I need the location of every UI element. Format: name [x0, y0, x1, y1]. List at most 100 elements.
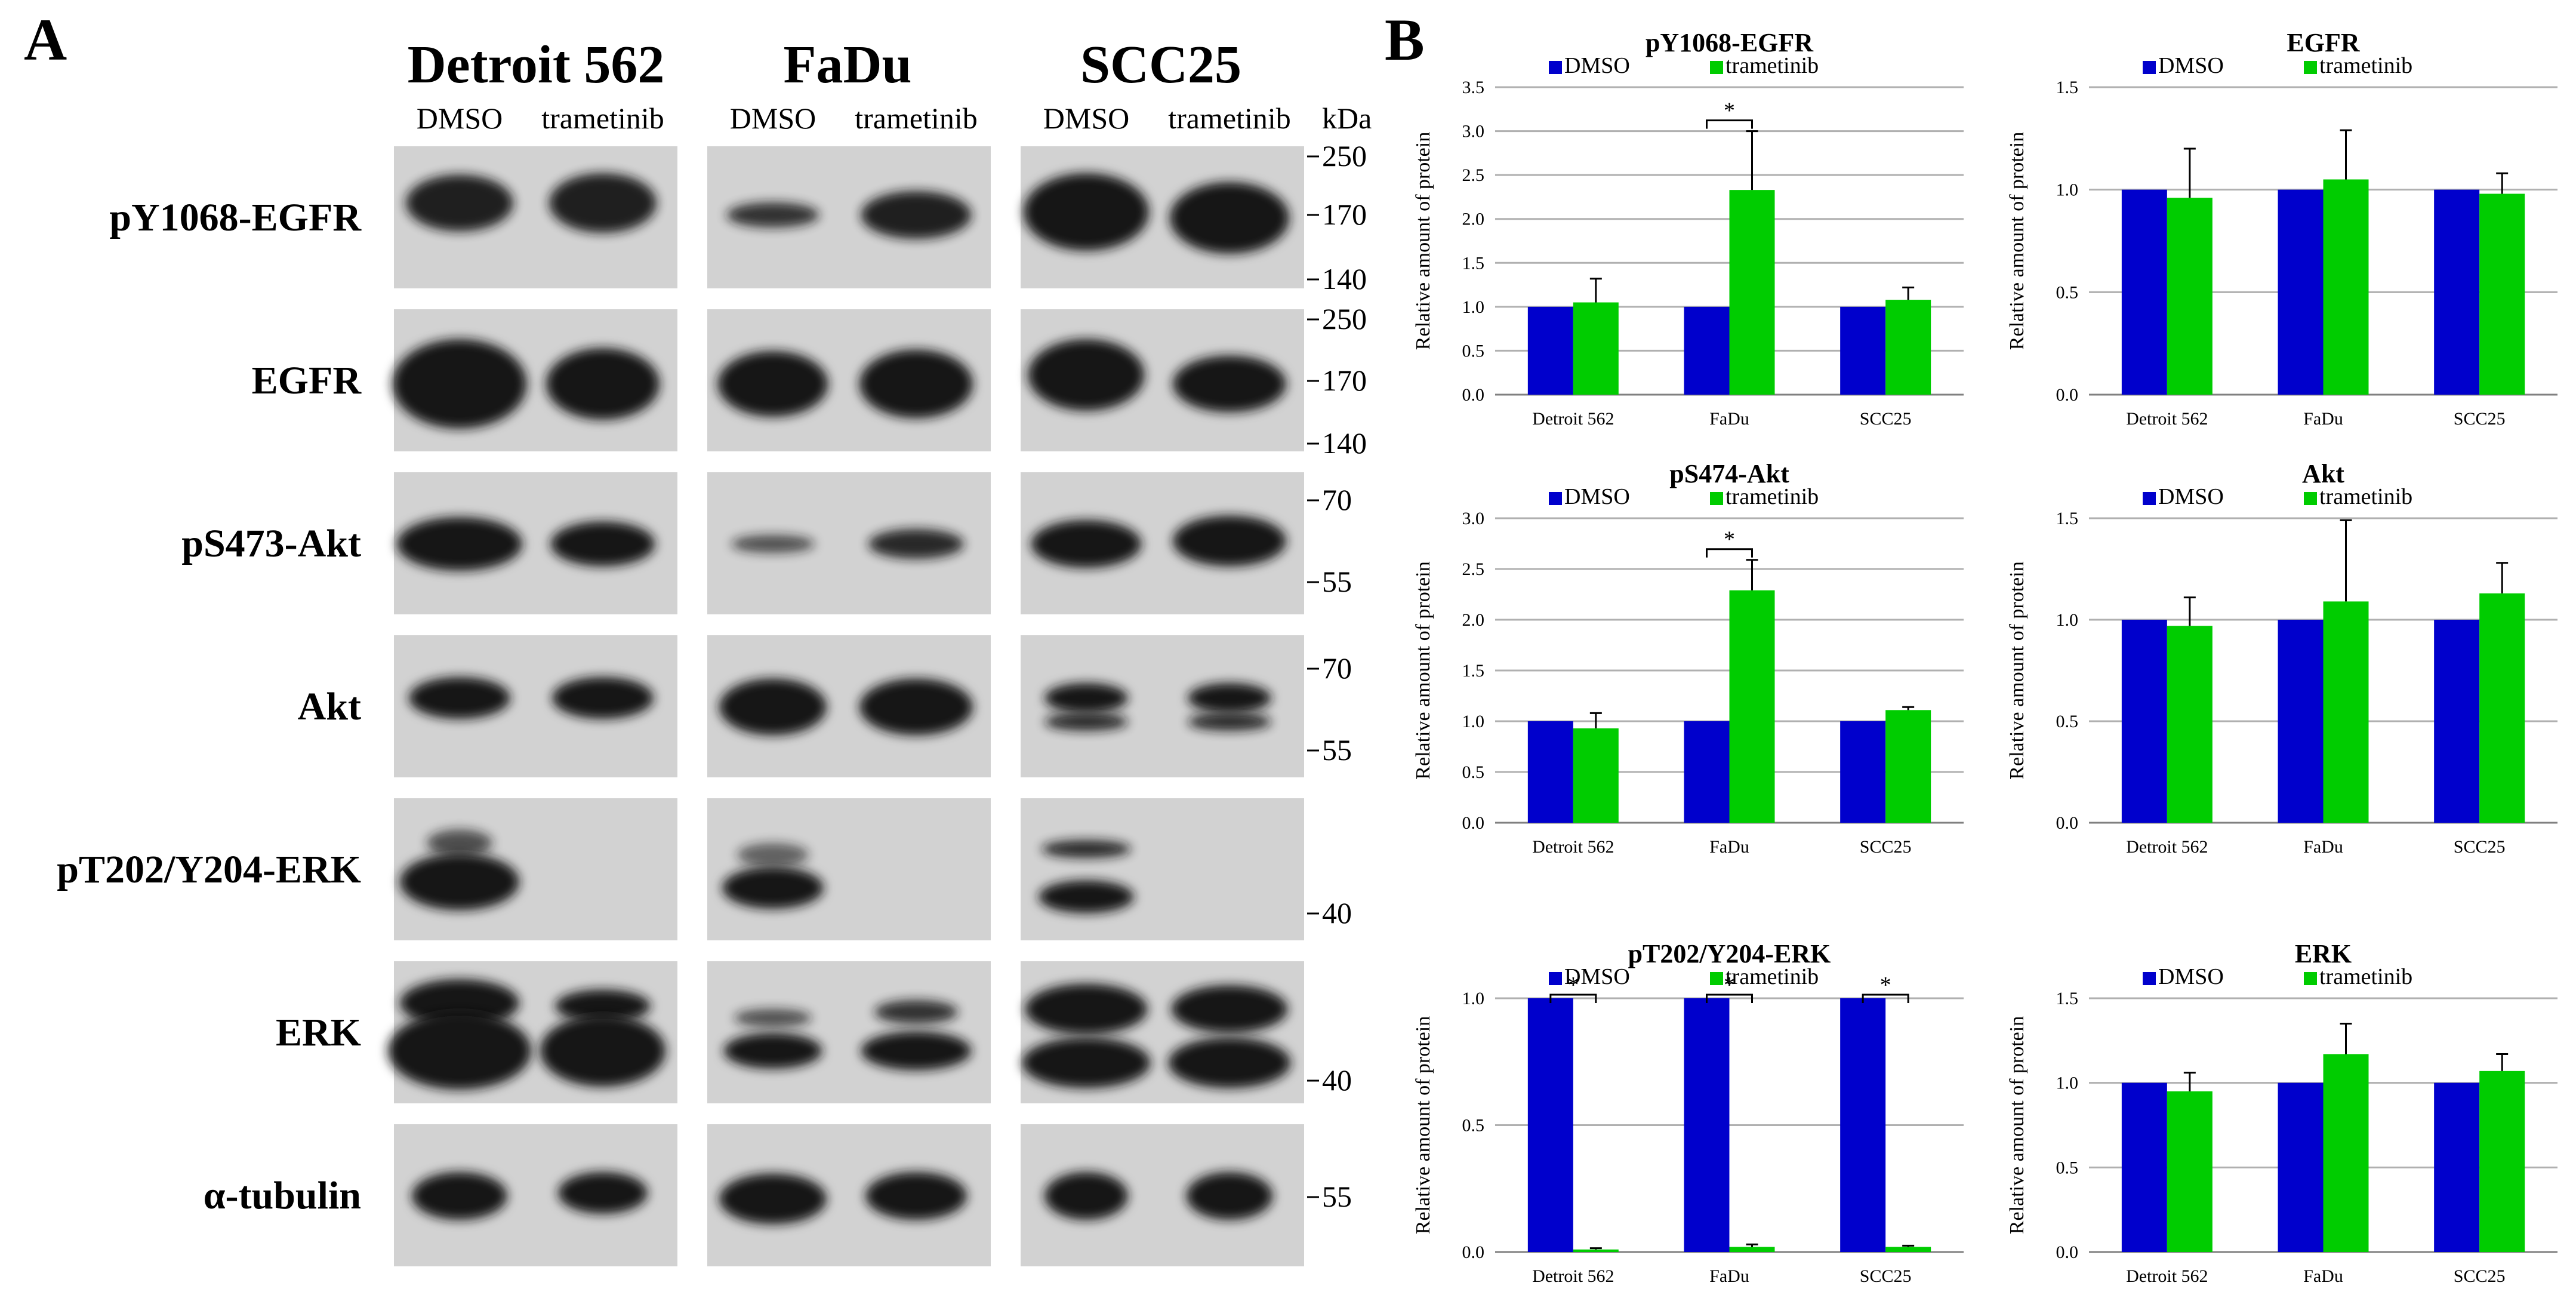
y-tick-label: 1.0 [1462, 297, 1485, 317]
protein-band [406, 174, 513, 232]
legend-label-dmso: DMSO [1564, 484, 1630, 509]
y-tick-label: 1.5 [2056, 989, 2079, 1008]
protein-band [1031, 520, 1142, 568]
bar-trametinib [1573, 302, 1619, 395]
bar-dmso [2278, 1082, 2324, 1252]
y-tick-label: 1.5 [1462, 661, 1485, 681]
bar-dmso [2121, 1082, 2167, 1252]
bar-trametinib [2167, 198, 2213, 395]
kda-header: kDa [1322, 101, 1372, 135]
blot-row: EGFR 250 170 140 [252, 302, 1367, 460]
y-tick-label: 2.0 [1462, 610, 1485, 630]
mw-marker-label: 55 [1322, 565, 1352, 598]
y-tick-label: 1.0 [2056, 610, 2079, 630]
y-tick-label: 3.0 [1462, 509, 1485, 528]
blot-row-label: EGFR [252, 359, 362, 402]
y-tick-label: 0.5 [2056, 1158, 2079, 1177]
mw-marker-label: 140 [1322, 426, 1367, 460]
protein-band [865, 1172, 967, 1220]
protein-band [1025, 983, 1148, 1035]
x-tick-label: SCC25 [2454, 837, 2506, 857]
protein-band [550, 521, 655, 567]
y-tick-label: 0.5 [1462, 1116, 1485, 1136]
blot-row-label: pS473-Akt [181, 522, 361, 565]
blot-row-label: pT202/Y204-ERK [57, 848, 361, 891]
y-tick-label: 1.0 [1462, 712, 1485, 731]
legend-label-dmso: DMSO [2158, 484, 2224, 509]
legend-label-trametinib: trametinib [2319, 53, 2412, 78]
protein-band [719, 678, 827, 736]
bar-chart: ERK DMSO trametinib 0.0 0.5 1.0 1.5 Relative am… [2006, 939, 2557, 1286]
significance-mark: * [1880, 973, 1891, 998]
y-tick-label: 0.0 [2056, 813, 2079, 833]
bar-dmso [2434, 189, 2480, 395]
legend-label-trametinib: trametinib [2319, 964, 2412, 989]
x-tick-label: FaDu [1709, 409, 1749, 429]
x-tick-label: SCC25 [1860, 1266, 1912, 1286]
protein-band [1042, 840, 1131, 858]
protein-band [1044, 1172, 1128, 1220]
y-tick-label: 2.5 [1462, 559, 1485, 579]
bar-chart: pY1068-EGFR DMSO trametinib 0.0 0.5 1.0 1.5 2.0… [1412, 28, 1964, 429]
protein-band [400, 853, 519, 911]
legend-swatch-trametinib [2304, 972, 2317, 985]
bar-trametinib [1729, 590, 1775, 823]
y-tick-label: 1.5 [2056, 509, 2079, 528]
mw-marker-label: 250 [1322, 139, 1367, 173]
bar-trametinib [1885, 300, 1931, 395]
legend-swatch-trametinib [1710, 61, 1723, 74]
bar-trametinib [2479, 193, 2525, 395]
protein-band [1028, 339, 1145, 411]
protein-band [868, 529, 964, 559]
bar-trametinib [2323, 601, 2369, 823]
legend-swatch-trametinib [2304, 492, 2317, 505]
protein-band [874, 1000, 958, 1024]
bar-trametinib [2323, 1054, 2369, 1252]
chart-title: EGFR [2287, 28, 2360, 57]
bar-dmso [2278, 189, 2324, 395]
blot-row-label: α-tubulin [204, 1174, 361, 1217]
bar-dmso [2434, 620, 2480, 823]
mw-marker-label: 170 [1322, 364, 1367, 397]
bar-trametinib [2167, 1091, 2213, 1252]
protein-band [412, 1172, 507, 1220]
mw-marker-label: 40 [1322, 896, 1352, 930]
x-tick-label: Detroit 562 [1532, 837, 1614, 857]
mw-marker-label: 140 [1322, 262, 1367, 296]
protein-band [737, 843, 809, 867]
blot-row-label: ERK [276, 1011, 361, 1054]
lane-label-dmso: DMSO [730, 101, 816, 135]
bar-dmso [1527, 721, 1573, 823]
blot-row: pS473-Akt 70 55 [181, 472, 1352, 614]
panel-b-label: B [1385, 7, 1425, 73]
protein-band [722, 867, 824, 909]
western-blot-panel: A Detroit 562 DMSO trametinib FaDu DMSO trame… [24, 7, 1372, 1266]
blot-row-label: pY1068-EGFR [109, 196, 362, 239]
bar-dmso [1684, 306, 1730, 395]
x-tick-label: FaDu [2303, 837, 2343, 857]
protein-band [719, 1173, 827, 1225]
y-tick-label: 3.0 [1462, 122, 1485, 142]
x-tick-label: Detroit 562 [2126, 409, 2208, 429]
protein-band [1188, 713, 1271, 731]
bar-trametinib [2167, 626, 2213, 823]
bar-dmso [1527, 998, 1573, 1252]
chart-title: pY1068-EGFR [1646, 28, 1814, 57]
lane-label-trametinib: trametinib [1168, 101, 1291, 135]
bar-trametinib [1729, 1247, 1775, 1252]
protein-band [1173, 355, 1286, 413]
y-tick-label: 0.0 [2056, 385, 2079, 405]
protein-band [392, 339, 527, 429]
y-tick-label: 1.0 [1462, 989, 1485, 1008]
bar-dmso [1840, 306, 1886, 395]
legend-label-trametinib: trametinib [2319, 484, 2412, 509]
y-axis-label: Relative amount of protein [2006, 561, 2028, 779]
x-tick-label: Detroit 562 [2126, 1266, 2208, 1286]
y-tick-label: 3.5 [1462, 78, 1485, 97]
protein-band [723, 1033, 822, 1069]
bar-dmso [1684, 998, 1730, 1252]
x-tick-label: FaDu [1709, 1266, 1749, 1286]
legend-label-dmso: DMSO [1564, 53, 1630, 78]
